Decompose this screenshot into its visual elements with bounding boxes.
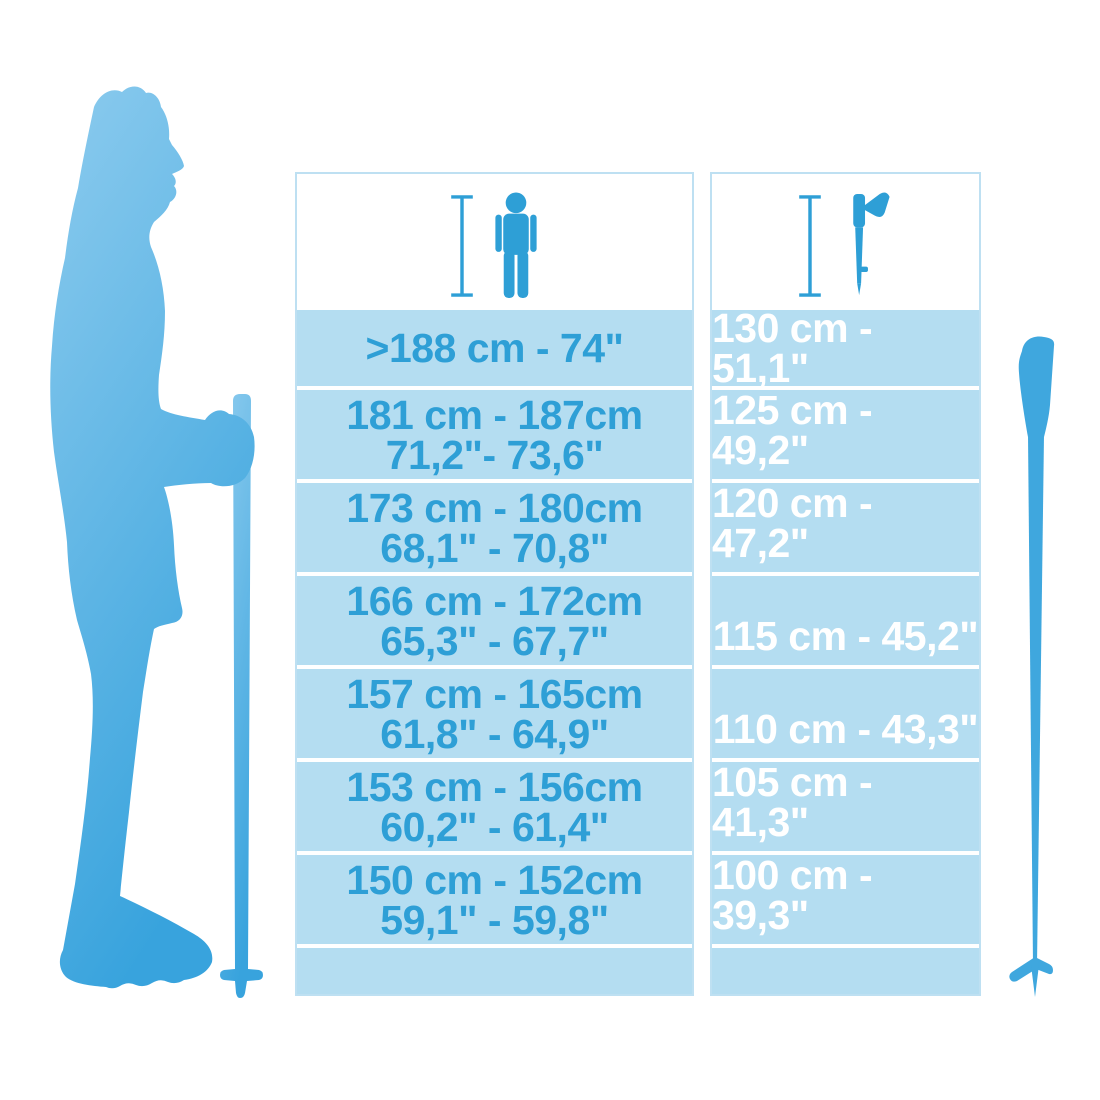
- pole-length-value: 105 cm - 41,3": [712, 759, 873, 845]
- pole-row-4: 115 cm - 45,2": [712, 576, 979, 665]
- pole-row-5: 110 cm - 43,3": [712, 669, 979, 758]
- height-value: >188 cm - 74": [365, 325, 624, 371]
- height-value-in: 71,2"- 73,6": [385, 431, 604, 478]
- height-value-in: 61,8" - 64,9": [380, 710, 609, 757]
- pole-length-value: 110 cm - 43,3": [712, 706, 979, 752]
- height-table-header: [297, 174, 692, 310]
- height-row-1: >188 cm - 74": [297, 310, 692, 386]
- height-value-cm: 173 cm - 180cm: [346, 484, 643, 531]
- pole-row-1: 130 cm - 51,1": [712, 305, 979, 391]
- height-table-body: >188 cm - 74" 181 cm - 187cm 71,2"- 73,6…: [297, 310, 692, 994]
- height-value-cm: 150 cm - 152cm: [346, 856, 643, 903]
- pole-length-value: 115 cm - 45,2": [712, 613, 979, 659]
- pole-table-body: 130 cm - 51,1" 125 cm - 49,2" 120 cm - 4…: [712, 305, 979, 994]
- pole-length-value: 120 cm - 47,2": [712, 480, 873, 566]
- height-row-7: 150 cm - 152cm 59,1" - 59,8": [297, 855, 692, 944]
- held-pole-illustration: [220, 394, 263, 998]
- height-row-3: 173 cm - 180cm 68,1" - 70,8": [297, 483, 692, 572]
- height-row-5: 157 cm - 165cm 61,8" - 64,9": [297, 669, 692, 758]
- pole-table: 130 cm - 51,1" 125 cm - 49,2" 120 cm - 4…: [710, 172, 981, 996]
- pole-row-6: 105 cm - 41,3": [712, 762, 979, 851]
- height-value-in: 68,1" - 70,8": [380, 524, 609, 571]
- pole-table-header: [712, 174, 979, 310]
- person-icon: [494, 192, 537, 299]
- pole-length-value: 130 cm - 51,1": [712, 305, 873, 391]
- height-value-cm: 166 cm - 172cm: [346, 577, 643, 624]
- pole-row-3: 120 cm - 47,2": [712, 483, 979, 572]
- height-row-6: 153 cm - 156cm 60,2" - 61,4": [297, 762, 692, 851]
- height-value-in: 65,3" - 67,7": [380, 617, 609, 664]
- height-row-4: 166 cm - 172cm 65,3" - 67,7": [297, 576, 692, 665]
- pole-length-value: 100 cm - 39,3": [712, 852, 873, 938]
- height-row-empty: [297, 948, 692, 994]
- pole-measure-icon: [799, 195, 821, 297]
- pole-row-2: 125 cm - 49,2": [712, 390, 979, 479]
- hiker-body: [50, 86, 255, 989]
- height-value-in: 59,1" - 59,8": [380, 896, 609, 943]
- pole-row-7: 100 cm - 39,3": [712, 855, 979, 944]
- hiker-silhouette-illustration: [50, 86, 263, 998]
- height-measure-icon: [450, 195, 473, 297]
- walking-pole-illustration: [1009, 336, 1055, 997]
- pole-row-empty: [712, 948, 979, 994]
- height-value-cm: 153 cm - 156cm: [346, 763, 643, 810]
- height-value-in: 60,2" - 61,4": [380, 803, 609, 850]
- pole-icon: [853, 192, 890, 296]
- height-table: >188 cm - 74" 181 cm - 187cm 71,2"- 73,6…: [295, 172, 694, 996]
- height-value-cm: 157 cm - 165cm: [346, 670, 643, 717]
- pole-length-value: 125 cm - 49,2": [712, 387, 873, 473]
- height-value-cm: 181 cm - 187cm: [346, 391, 643, 438]
- height-row-2: 181 cm - 187cm 71,2"- 73,6": [297, 390, 692, 479]
